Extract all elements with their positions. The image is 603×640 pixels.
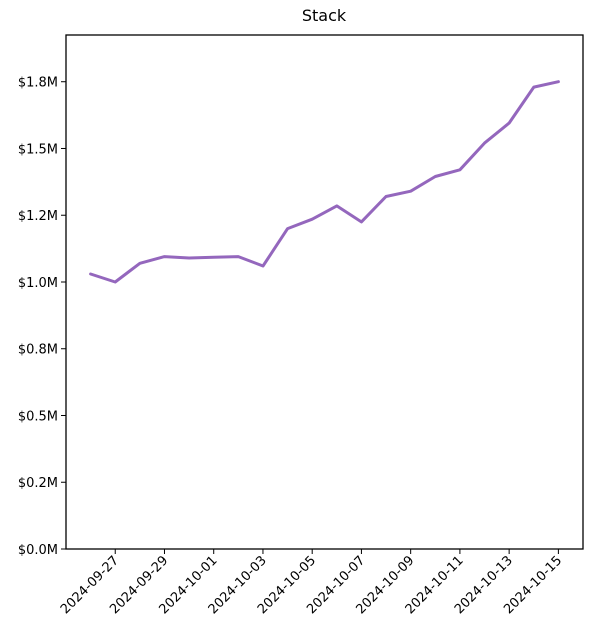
- y-tick-label: $1.0M: [18, 276, 58, 291]
- y-tick-label: $0.0M: [18, 543, 58, 558]
- y-tick-label: $0.8M: [18, 343, 58, 358]
- y-tick-label: $1.2M: [18, 209, 58, 224]
- plot-frame: [65, 34, 584, 550]
- x-axis: 2024-09-272024-09-292024-10-012024-10-03…: [58, 549, 565, 617]
- y-tick-label: $1.8M: [18, 76, 58, 91]
- y-tick-label: $0.5M: [18, 409, 58, 424]
- chart-title: Stack: [302, 6, 347, 25]
- y-tick-label: $1.5M: [18, 142, 58, 157]
- series-line: [89, 80, 560, 284]
- y-axis: $0.0M $0.2M $0.5M $0.8M $1.0M $1.2M $1.5M $1.8M: [18, 76, 66, 558]
- series-layer: [89, 80, 560, 284]
- y-tick-label: $0.2M: [18, 476, 58, 491]
